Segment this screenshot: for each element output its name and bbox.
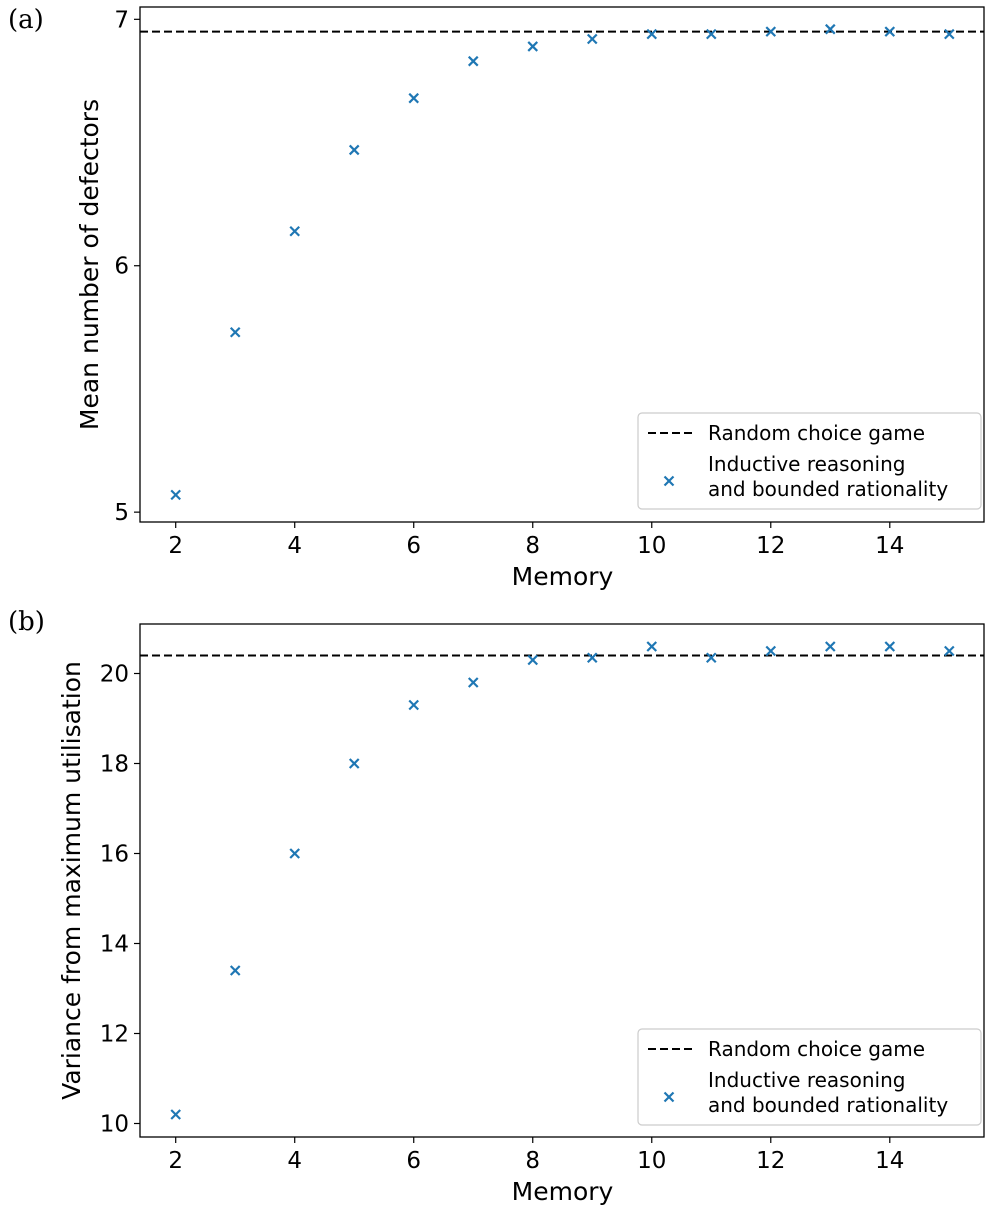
legend: Random choice game Inductive reasoningand… (637, 412, 982, 510)
legend-x-marker-swatch (663, 1091, 675, 1103)
y-tick-label: 5 (114, 500, 129, 526)
data-point-marker (527, 654, 539, 666)
panel-label: (b) (8, 607, 45, 637)
y-tick-label: 6 (114, 254, 129, 280)
data-point-marker (646, 641, 658, 652)
data-point-marker (467, 55, 479, 67)
y-tick-label: 18 (100, 752, 129, 778)
x-tick-label: 6 (406, 1148, 421, 1174)
data-point-marker (408, 699, 420, 711)
data-point-marker (586, 652, 598, 664)
plot-area-frame (139, 623, 985, 1138)
x-tick-label: 14 (875, 1148, 904, 1174)
y-tick-label: 16 (100, 842, 129, 868)
legend: Random choice game Inductive reasoningand… (637, 1028, 982, 1126)
x-tick-label: 12 (756, 1148, 785, 1174)
x-tick-label: 2 (168, 533, 183, 559)
data-point-marker (586, 33, 598, 45)
x-tick-label: 10 (637, 1148, 666, 1174)
data-point-marker (944, 645, 955, 657)
y-tick-label: 20 (100, 662, 129, 688)
legend-label-random-choice: Random choice game (708, 421, 925, 445)
data-point-marker (467, 677, 479, 688)
data-point-marker (944, 28, 955, 40)
y-axis-title: Variance from maximum utilisation (57, 661, 86, 1100)
legend-label-inductive-reasoning: and bounded rationality (708, 477, 948, 501)
x-tick-label: 4 (287, 1148, 302, 1174)
plot-area-frame (139, 6, 985, 523)
panel-label: (a) (8, 5, 44, 35)
data-point-marker (348, 144, 360, 156)
legend-label-inductive-reasoning: Inductive reasoning (708, 1068, 905, 1092)
data-point-marker (348, 758, 360, 769)
data-point-marker (646, 28, 658, 40)
data-point-marker (765, 645, 777, 657)
legend-box (637, 1028, 982, 1126)
legend-label-inductive-reasoning: and bounded rationality (708, 1093, 948, 1117)
x-tick-label: 4 (287, 533, 302, 559)
data-point-marker (884, 26, 896, 37)
chart-panel-b: (b) 2 4 6 8 10 12 14 10 12 14 16 18 20 Memory Variance … (8, 607, 985, 1206)
data-point-marker (765, 26, 777, 37)
x-tick-label: 12 (756, 533, 785, 559)
x-axis-title: Memory (512, 1177, 614, 1206)
data-point-marker (408, 92, 420, 104)
data-point-marker (825, 641, 836, 652)
y-tick-label: 7 (114, 7, 129, 33)
x-tick-label: 10 (637, 533, 666, 559)
data-point-marker (884, 641, 896, 652)
x-tick-label: 8 (525, 533, 540, 559)
y-tick-label: 14 (100, 932, 129, 958)
x-tick-label: 6 (406, 533, 421, 559)
data-point-marker (229, 965, 241, 976)
x-tick-label: 14 (875, 533, 904, 559)
data-point-marker (170, 1109, 181, 1120)
x-axis-title: Memory (512, 562, 614, 591)
legend-label-inductive-reasoning: Inductive reasoning (708, 452, 905, 476)
data-point-marker (825, 23, 836, 35)
legend-box (637, 412, 982, 510)
data-point-marker (289, 225, 300, 237)
data-point-marker (705, 28, 717, 40)
legend-x-marker-swatch (663, 475, 675, 487)
y-tick-label: 10 (100, 1112, 129, 1138)
y-axis-title: Mean number of defectors (75, 99, 104, 430)
data-point-marker (527, 41, 539, 52)
data-point-marker (229, 326, 241, 338)
data-point-marker (170, 489, 181, 501)
x-tick-label: 2 (168, 1148, 183, 1174)
x-tick-label: 8 (525, 1148, 540, 1174)
data-point-marker (289, 848, 300, 859)
chart-panel-a: (a) 2 4 6 8 10 12 14 5 6 7 Memory Mean number of def… (8, 5, 985, 591)
legend-label-random-choice: Random choice game (708, 1037, 925, 1061)
y-tick-label: 12 (100, 1022, 129, 1048)
data-point-marker (705, 652, 717, 664)
